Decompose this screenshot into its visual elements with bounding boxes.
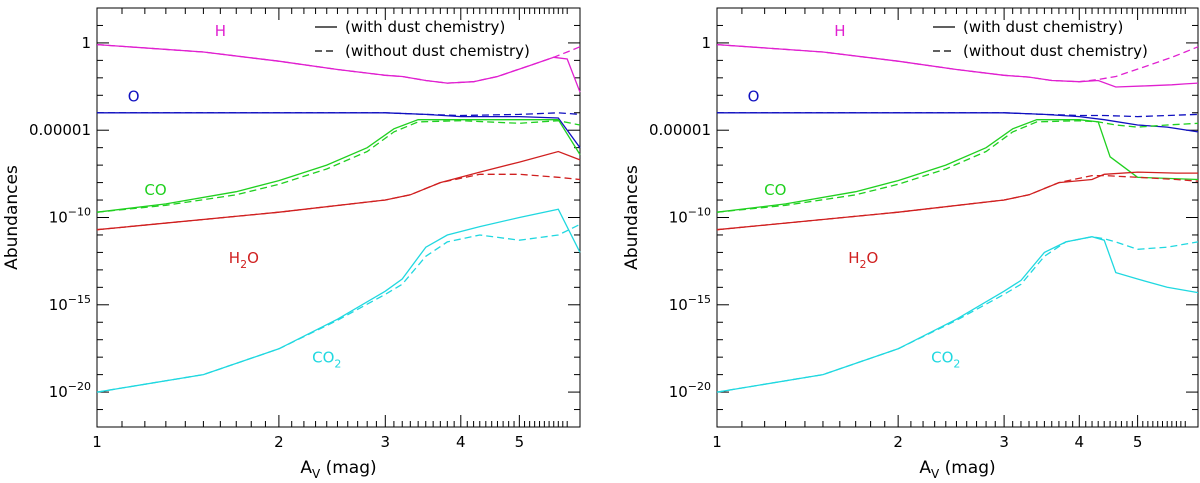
y-axis-title: Abundances <box>622 165 642 270</box>
h-label: H <box>215 22 226 40</box>
x-axis-title: AV (mag) <box>919 458 995 481</box>
h-with-dust-line <box>716 43 1199 88</box>
h2o-label: H2O <box>229 249 259 271</box>
y-tick-label: 10−15 <box>49 293 91 314</box>
co-label: CO <box>764 181 786 199</box>
o-without-dust-line <box>717 112 1199 118</box>
o-with-dust-line <box>717 112 1199 133</box>
x-tick-label: 4 <box>456 433 466 451</box>
co2-without-dust-line <box>716 236 1199 393</box>
y-tick-label: 0.00001 <box>649 121 711 139</box>
legend-solid-label: (with dust chemistry) <box>345 18 505 36</box>
legend-dashed-label: (without dust chemistry) <box>345 42 530 60</box>
x-tick-label: 1 <box>92 433 102 451</box>
h2o-without-dust-line <box>96 173 581 231</box>
y-tick-label: 0.00001 <box>29 121 91 139</box>
y-tick-label: 1 <box>81 34 91 52</box>
legend-dashed-label: (without dust chemistry) <box>963 42 1148 60</box>
co2-label: CO2 <box>931 348 960 370</box>
o-label: O <box>748 87 760 105</box>
co2-without-dust-line <box>96 223 581 393</box>
x-tick-label: 5 <box>515 433 525 451</box>
co-without-dust-line <box>716 120 1199 213</box>
co2-label: CO2 <box>312 348 341 370</box>
left-panel: 1 2 3 4 5 1 0.00001 10−10 10−15 10−20 AV (mag) Abun… <box>2 7 581 481</box>
h2o-with-dust-line <box>96 150 581 231</box>
co-without-dust-line <box>96 120 581 213</box>
x-tick-label: 5 <box>1133 433 1143 451</box>
right-panel: 1 2 3 4 5 1 0.00001 10−10 10−15 10−20 AV (mag) Abun… <box>622 7 1199 481</box>
h2o-label: H2O <box>848 249 878 271</box>
co-with-dust-line <box>96 119 581 213</box>
y-tick-label: 10−15 <box>669 293 711 314</box>
x-tick-label: 4 <box>1075 433 1085 451</box>
x-tick-label: 3 <box>381 433 391 451</box>
y-tick-label: 10−20 <box>49 380 91 401</box>
co-label: CO <box>144 181 166 199</box>
x-tick-label: 1 <box>712 433 722 451</box>
y-tick-label: 1 <box>701 34 711 52</box>
h2o-with-dust-line <box>716 171 1198 231</box>
co2-with-dust-line <box>96 208 581 393</box>
x-tick-label: 2 <box>274 433 284 451</box>
h-with-dust-line <box>96 43 581 93</box>
h-label: H <box>834 22 845 40</box>
o-label: O <box>128 87 140 105</box>
x-tick-label: 3 <box>999 433 1009 451</box>
y-tick-label: 10−20 <box>669 380 711 401</box>
x-axis-title: AV (mag) <box>300 458 376 481</box>
co2-with-dust-line <box>716 236 1199 393</box>
y-axis-title: Abundances <box>2 165 22 270</box>
y-tick-label: 10−10 <box>49 206 91 227</box>
legend-solid-label: (with dust chemistry) <box>963 18 1123 36</box>
o-with-dust-line <box>97 112 581 149</box>
y-tick-label: 10−10 <box>669 206 711 227</box>
x-tick-label: 2 <box>893 433 903 451</box>
co-with-dust-line <box>716 119 1199 213</box>
